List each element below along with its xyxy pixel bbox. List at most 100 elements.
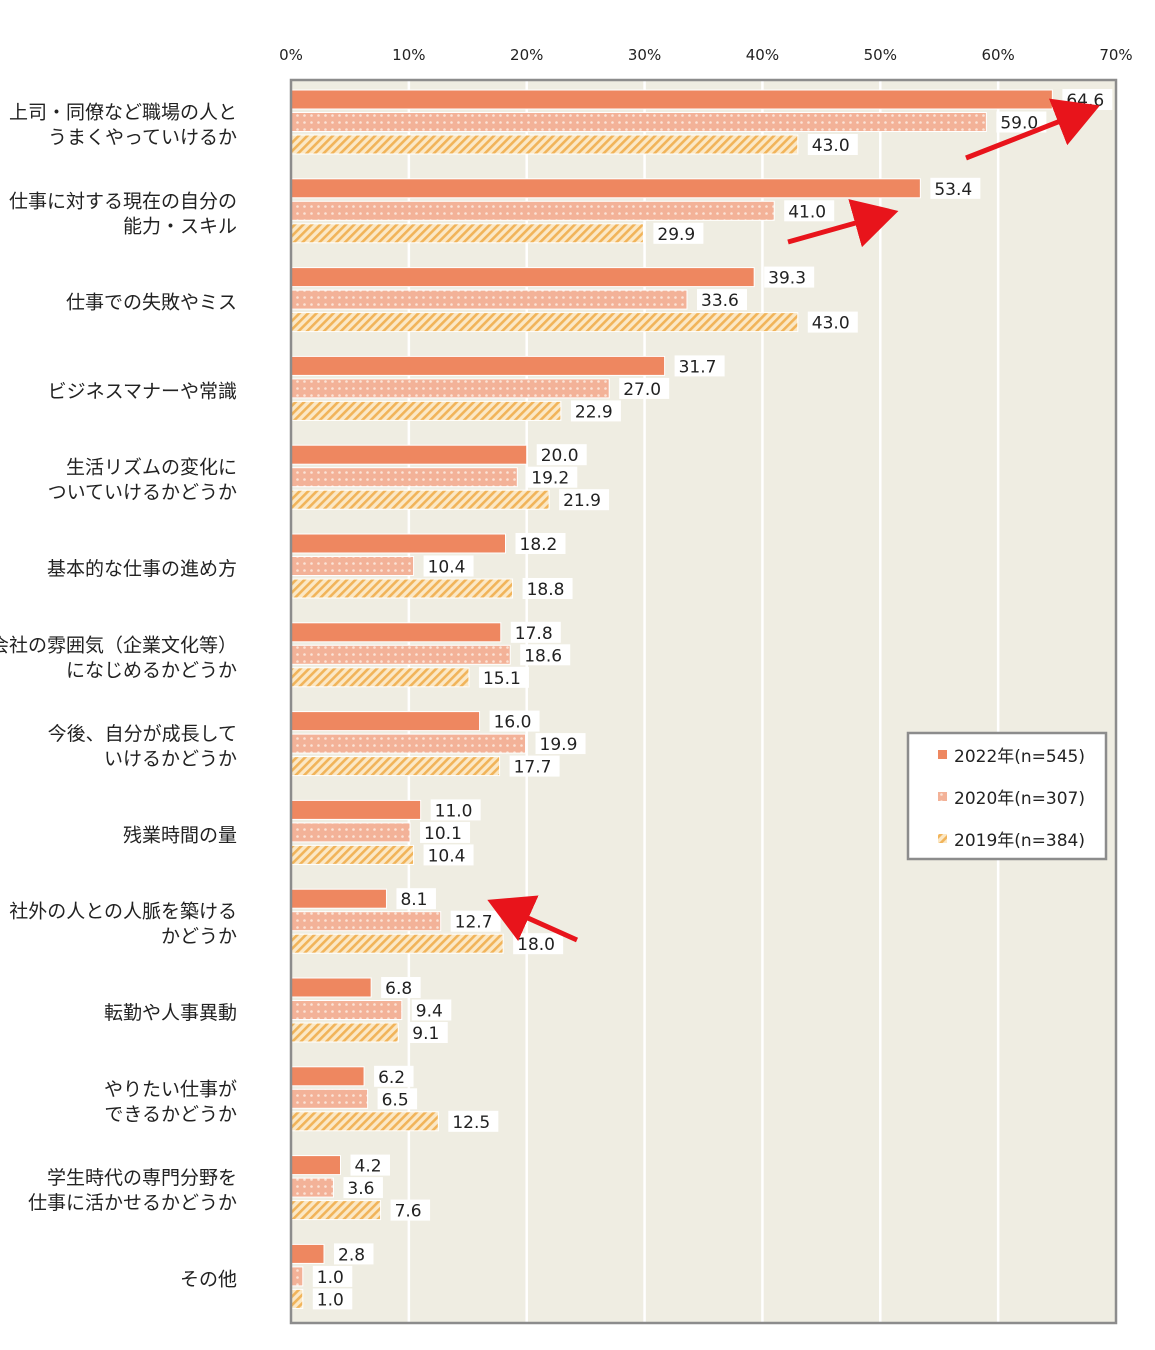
value-label: 6.2 [378,1068,405,1088]
bar-solid [290,533,506,554]
category-label: ビジネスマナーや常識 [48,380,237,402]
bar-hatch [290,578,514,599]
value-label: 16.0 [494,713,532,733]
plot-frame [289,78,1118,1325]
bar-dots [290,556,415,576]
value-label: 27.0 [623,380,661,400]
value-label: 19.2 [531,469,569,489]
value-label-bg [784,200,835,222]
bar-dots [290,1000,403,1020]
bar-hatch [290,489,550,510]
category-label: かどうか [161,926,237,948]
value-label: 53.4 [934,180,972,200]
category-label: 仕事での失敗やミス [66,292,237,314]
bar-hatch [290,1200,382,1221]
value-label: 12.5 [452,1113,490,1133]
plot-area [291,80,1116,1323]
bar-hatch [290,134,799,155]
value-label: 1.0 [317,1290,344,1310]
bar-dots [290,644,511,665]
value-label-bg [381,977,421,998]
value-label-bg [489,710,540,732]
value-label-bg [377,1088,418,1110]
value-label-bg [930,177,981,199]
legend-label: 2020年(n=307) [954,789,1085,809]
category-label: 今後、自分が成長して [48,723,237,745]
legend-label: 2019年(n=384) [954,831,1085,851]
category-label: 学生時代の専門分野を [47,1167,237,1189]
bar-hatch [290,667,470,688]
bar-hatch [290,1111,439,1132]
bar-hatch [290,1022,399,1043]
bar-hatch [290,400,562,421]
value-label-bg [423,555,474,577]
category-label: 残業時間の量 [123,824,237,846]
value-label: 6.8 [385,979,412,999]
value-label-bg [478,666,529,688]
bar-hatch [290,223,644,244]
bar-dots [290,378,610,399]
value-label-bg [570,400,621,422]
red-arrow-icon [965,98,1100,161]
bar-hatch [290,312,799,333]
bar-solid [290,444,528,465]
bar-dots [290,289,688,310]
category-label: 生活リズムの変化に [66,457,237,479]
bar-dots [290,200,775,221]
value-label-bg [423,844,474,866]
bar-dots [290,822,411,843]
value-label-bg [559,489,610,511]
value-label: 31.7 [679,357,717,377]
value-label-bg [312,1265,353,1287]
bar-solid [290,1066,365,1087]
value-label: 8.1 [400,890,427,910]
value-label-bg [420,821,471,843]
value-label-bg [408,1022,448,1043]
value-label: 10.4 [428,558,466,578]
value-label: 12.7 [455,913,493,933]
legend-swatch [938,834,947,843]
value-label: 9.1 [412,1024,439,1044]
x-tick-label: 10% [392,46,425,64]
x-tick-label: 50% [864,46,897,64]
bar-solid [290,1243,325,1264]
bar-dots [290,467,518,488]
value-label: 2.8 [338,1245,365,1265]
category-label: ついていけるかどうか [48,482,237,504]
category-label: 能力・スキル [123,215,237,237]
value-label: 18.8 [527,580,565,600]
bar-solid [290,267,755,288]
red-arrow-icon [487,895,579,943]
value-label: 1.0 [317,1268,344,1288]
category-label: いけるかどうか [104,748,237,770]
value-label: 43.0 [812,314,850,334]
legend-swatch [938,792,947,801]
bar-dots [290,1266,304,1287]
value-label: 17.7 [514,758,552,778]
value-label-bg [411,999,452,1021]
value-label-bg [527,466,578,488]
value-label-bg [653,222,704,244]
value-label-bg [430,799,481,821]
value-label: 19.9 [540,735,578,755]
value-label: 29.9 [657,225,695,245]
value-label-bg [509,755,560,777]
value-label-bg [536,444,587,466]
value-label: 18.6 [524,646,562,666]
bar-dots [290,112,987,132]
value-label-bg [996,111,1047,133]
bar-solid [290,888,387,909]
category-label: 上司・同僚など職場の人と [9,102,237,124]
value-label: 10.1 [424,824,462,844]
bar-solid [290,977,372,998]
category-label: 仕事に対する現在の自分の [9,190,237,212]
bar-solid [290,89,1053,110]
value-label-bg [515,533,566,554]
value-label-bg [535,733,586,755]
category-label: 会社の雰囲気（企業文化等） [0,634,237,656]
value-label: 18.0 [517,935,555,955]
bar-solid [290,355,666,376]
value-label-bg [764,266,815,288]
bar-hatch [290,1288,304,1309]
